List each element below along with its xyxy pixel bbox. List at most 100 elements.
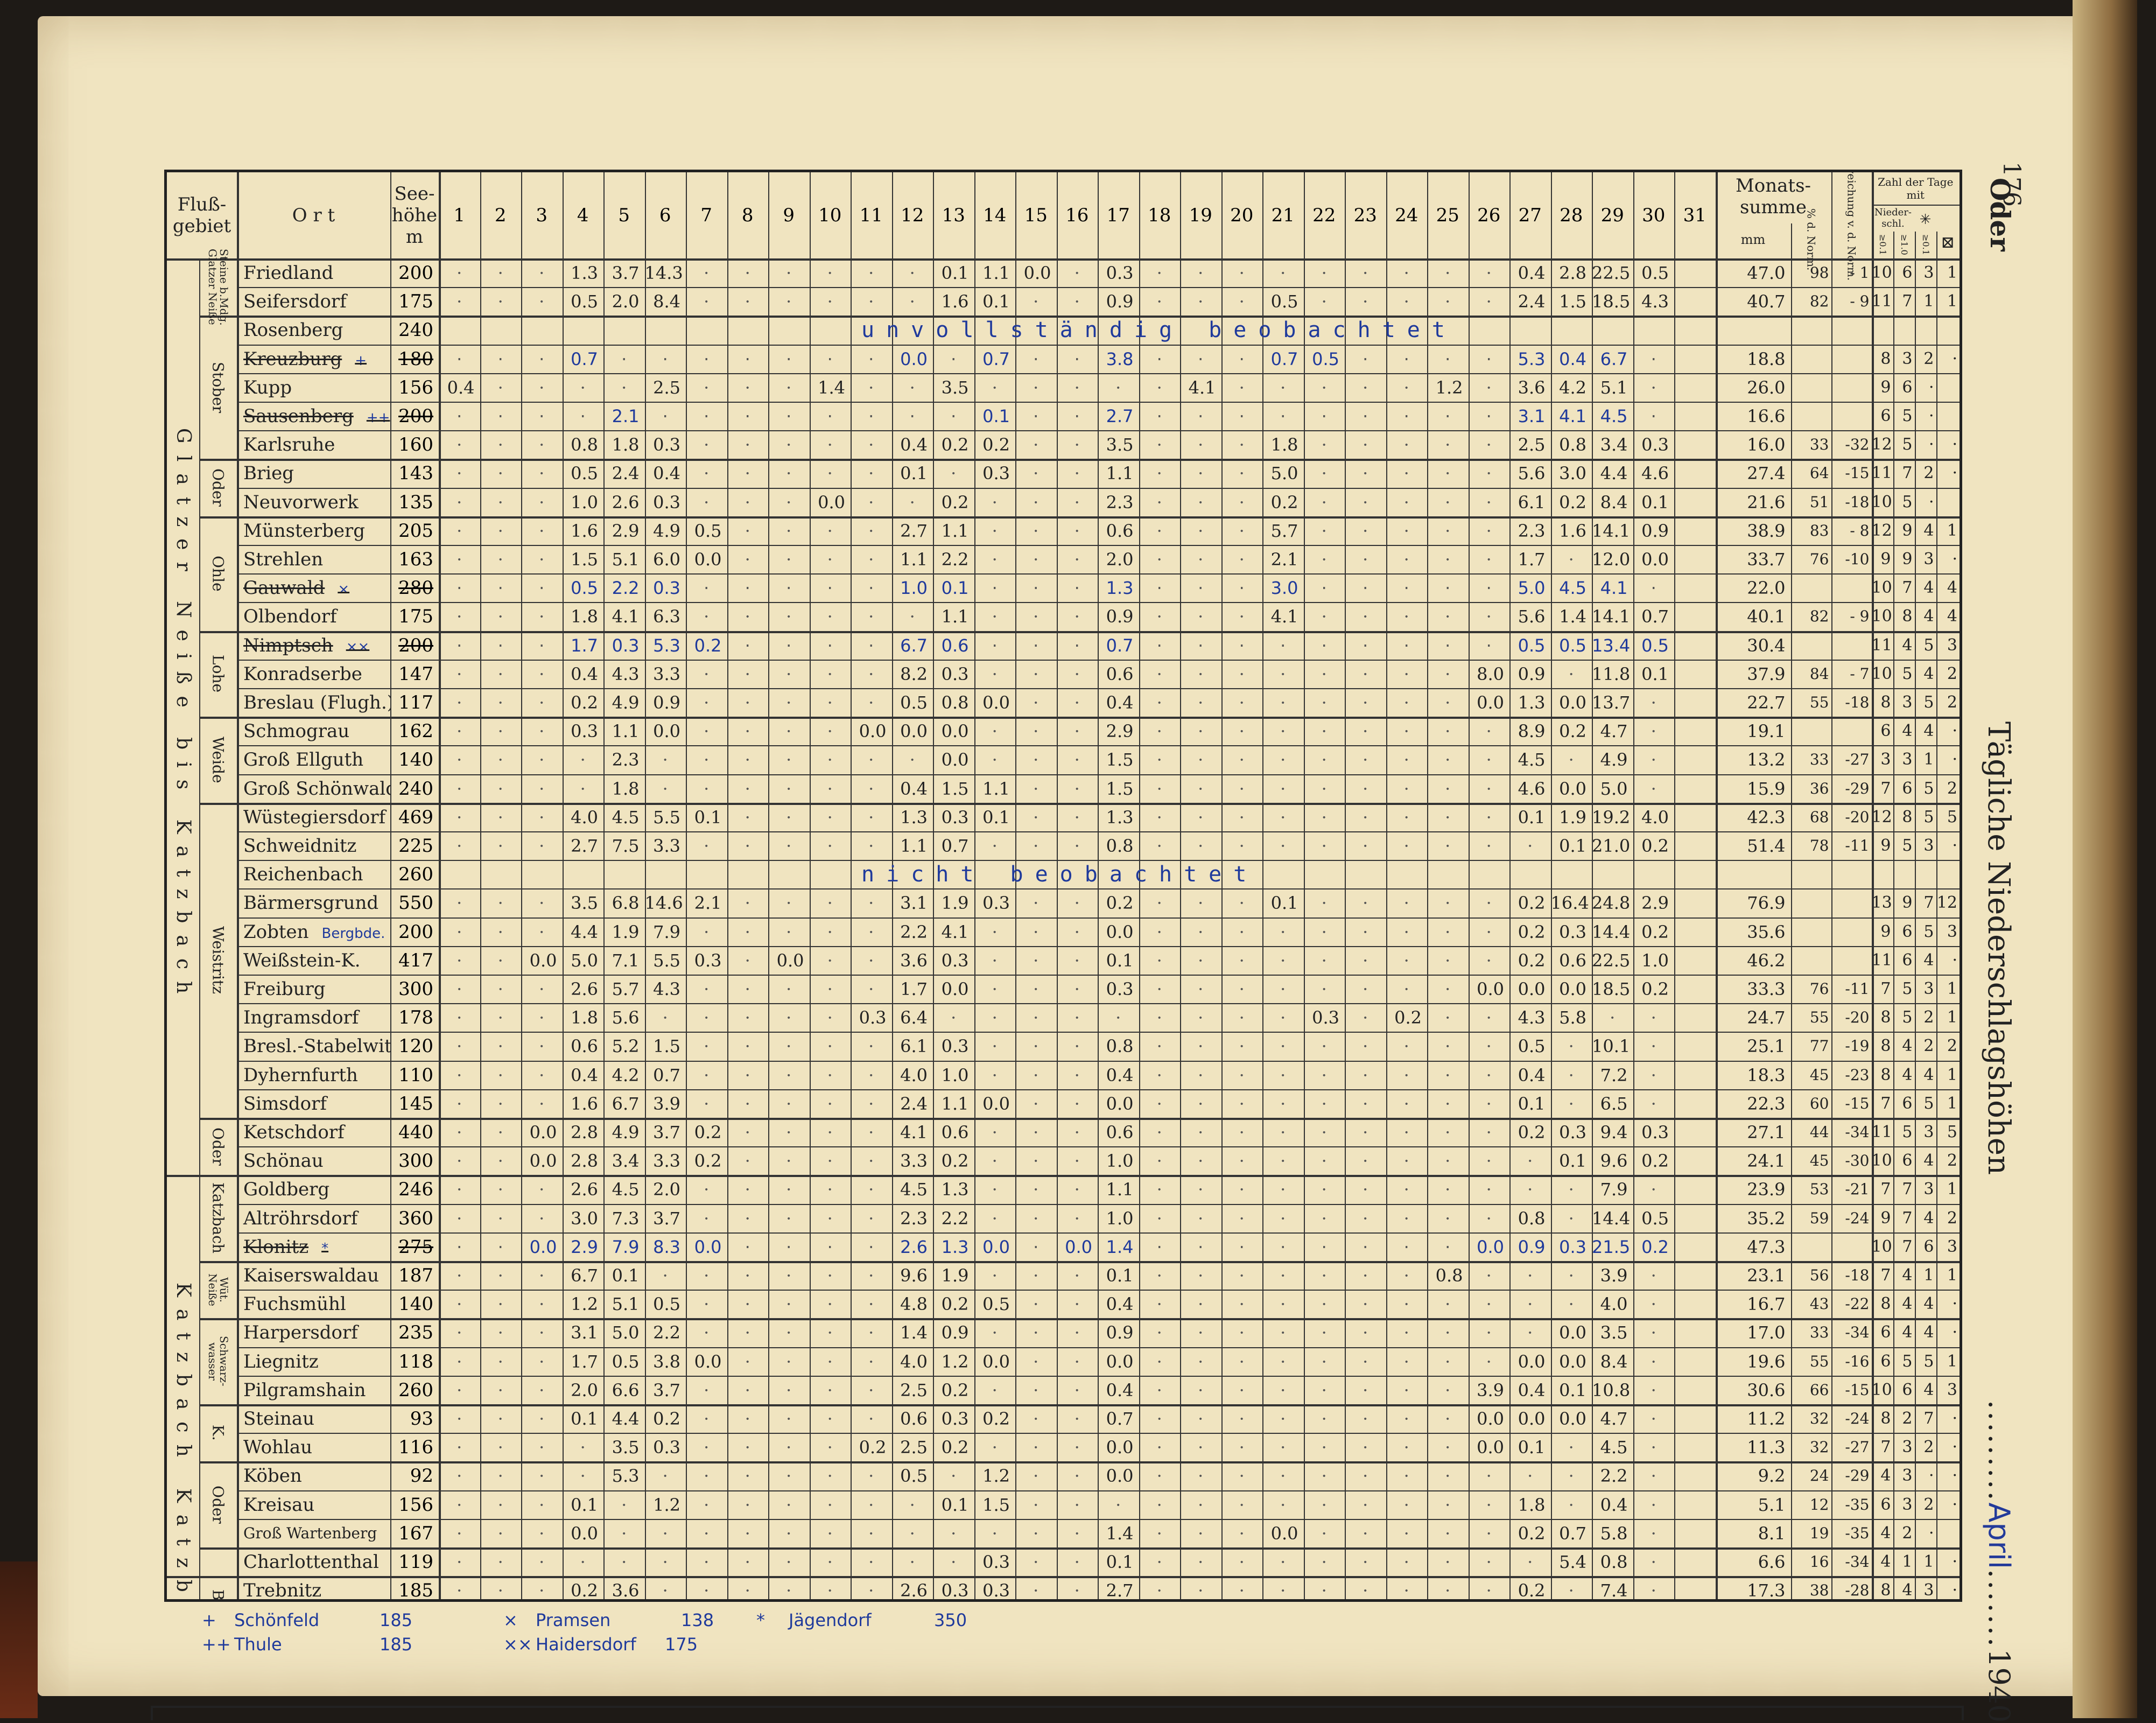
deviation-from-normal bbox=[1831, 346, 1872, 373]
days-ge-1-0: 4 bbox=[1893, 1062, 1915, 1089]
daily-value: · bbox=[1015, 689, 1057, 717]
daily-value: · bbox=[1345, 1462, 1386, 1490]
snow-days: 3 bbox=[1915, 260, 1936, 287]
station-elevation: 110 bbox=[390, 1062, 439, 1089]
daily-value: 9.4 bbox=[1592, 1119, 1633, 1146]
daily-value: 7.5 bbox=[603, 832, 645, 860]
daily-value: 0.5 bbox=[1509, 632, 1551, 660]
daily-value: · bbox=[1386, 1062, 1428, 1089]
daily-value: 3.4 bbox=[1592, 431, 1633, 459]
daily-value: 0.3 bbox=[1551, 1119, 1592, 1146]
daily-value: 18.5 bbox=[1592, 288, 1633, 316]
daily-value: · bbox=[1304, 1520, 1345, 1547]
daily-value: · bbox=[851, 1377, 892, 1404]
daily-value: 13.7 bbox=[1592, 689, 1633, 717]
daily-value: · bbox=[1345, 1577, 1386, 1599]
daily-value: 0.0 bbox=[521, 1234, 563, 1261]
daily-value: 0.3 bbox=[645, 431, 686, 459]
hail-days: 2 bbox=[1936, 775, 1960, 803]
daily-value: · bbox=[686, 919, 727, 946]
daily-value: · bbox=[1139, 403, 1181, 430]
row-rule bbox=[237, 688, 1960, 689]
daily-value: · bbox=[810, 1577, 851, 1599]
daily-value: 0.0 bbox=[1633, 546, 1675, 573]
daily-value: · bbox=[1427, 403, 1469, 430]
column-rule bbox=[1139, 172, 1140, 1599]
daily-value: · bbox=[1262, 1577, 1304, 1599]
station-name-text: Bresl.-Stabelwitz bbox=[243, 1035, 390, 1057]
hail-days: · bbox=[1936, 460, 1960, 487]
daily-value: · bbox=[1469, 1491, 1510, 1519]
daily-value: · bbox=[1469, 346, 1510, 373]
column-rule bbox=[1715, 172, 1718, 1599]
daily-value: · bbox=[1345, 1176, 1386, 1203]
daily-value: · bbox=[727, 260, 769, 287]
monthly-sum: 27.4 bbox=[1716, 460, 1791, 487]
deviation-from-normal: -11 bbox=[1831, 832, 1872, 860]
row-rule bbox=[237, 402, 1960, 403]
daily-value: · bbox=[1551, 1577, 1592, 1599]
daily-value: · bbox=[1386, 832, 1428, 860]
daily-value: · bbox=[686, 689, 727, 717]
daily-value: · bbox=[1386, 1291, 1428, 1318]
daily-value: · bbox=[1386, 947, 1428, 975]
daily-value: 0.1 bbox=[1509, 1434, 1551, 1461]
daily-value: 4.5 bbox=[892, 1176, 933, 1203]
station-name-text: Brieg bbox=[243, 463, 294, 484]
station-elevation: 260 bbox=[390, 861, 439, 888]
row-rule bbox=[199, 1118, 1960, 1120]
daily-value: · bbox=[974, 489, 1016, 516]
daily-value: · bbox=[851, 1205, 892, 1232]
daily-value: 2.1 bbox=[603, 403, 645, 430]
monthly-sum: 40.7 bbox=[1716, 288, 1791, 316]
daily-value: 8.4 bbox=[1592, 1348, 1633, 1376]
daily-value: · bbox=[1139, 1033, 1181, 1060]
daily-value: · bbox=[1015, 1147, 1057, 1175]
daily-value: 1.1 bbox=[933, 603, 974, 631]
daily-value: · bbox=[851, 1176, 892, 1203]
daily-value: · bbox=[810, 832, 851, 860]
daily-value: 0.7 bbox=[1098, 1405, 1139, 1433]
daily-value: · bbox=[1221, 460, 1263, 487]
daily-value: · bbox=[1469, 632, 1510, 660]
daily-value: · bbox=[1221, 1577, 1263, 1599]
header-day: 10 bbox=[810, 172, 851, 258]
daily-value: · bbox=[1633, 1520, 1675, 1547]
daily-value: · bbox=[1345, 460, 1386, 487]
daily-value: · bbox=[727, 689, 769, 717]
year: 1940 bbox=[1982, 1649, 2016, 1722]
daily-value: · bbox=[480, 1119, 522, 1146]
row-rule bbox=[237, 602, 1960, 604]
daily-value: 6.7 bbox=[1592, 346, 1633, 373]
daily-value: 1.4 bbox=[1098, 1234, 1139, 1261]
footnote-symbol: ++ bbox=[202, 1634, 234, 1655]
daily-value: 1.2 bbox=[933, 1348, 974, 1376]
station-name: Breslau (Flugh.) bbox=[237, 689, 390, 717]
daily-value: · bbox=[521, 1462, 563, 1490]
daily-value: · bbox=[810, 775, 851, 803]
deviation-from-normal: -24 bbox=[1831, 1405, 1872, 1433]
daily-value: · bbox=[521, 603, 563, 631]
daily-value: · bbox=[1139, 718, 1181, 745]
station-name: Bärmersgrund bbox=[237, 889, 390, 917]
daily-value: · bbox=[1015, 517, 1057, 545]
percent-of-normal: 45 bbox=[1791, 1062, 1831, 1089]
daily-value: · bbox=[1427, 689, 1469, 717]
daily-value: · bbox=[851, 460, 892, 487]
daily-value: · bbox=[1345, 1119, 1386, 1146]
daily-value: 5.0 bbox=[1262, 460, 1304, 487]
station-elevation: 300 bbox=[390, 976, 439, 1003]
daily-value: · bbox=[1386, 260, 1428, 287]
station-elevation: 167 bbox=[390, 1520, 439, 1547]
daily-value: · bbox=[1221, 976, 1263, 1003]
daily-value: · bbox=[1427, 1405, 1469, 1433]
sub-basin-rule bbox=[199, 1404, 237, 1405]
daily-value: 0.4 bbox=[1509, 1062, 1551, 1089]
daily-value: 0.9 bbox=[1633, 517, 1675, 545]
days-ge-0-1 bbox=[1872, 317, 1893, 344]
monthly-sum: 22.0 bbox=[1716, 575, 1791, 602]
daily-value: · bbox=[1469, 1348, 1510, 1376]
daily-value: 5.6 bbox=[603, 1004, 645, 1032]
station-elevation: 135 bbox=[390, 489, 439, 516]
daily-value: 1.3 bbox=[933, 1234, 974, 1261]
